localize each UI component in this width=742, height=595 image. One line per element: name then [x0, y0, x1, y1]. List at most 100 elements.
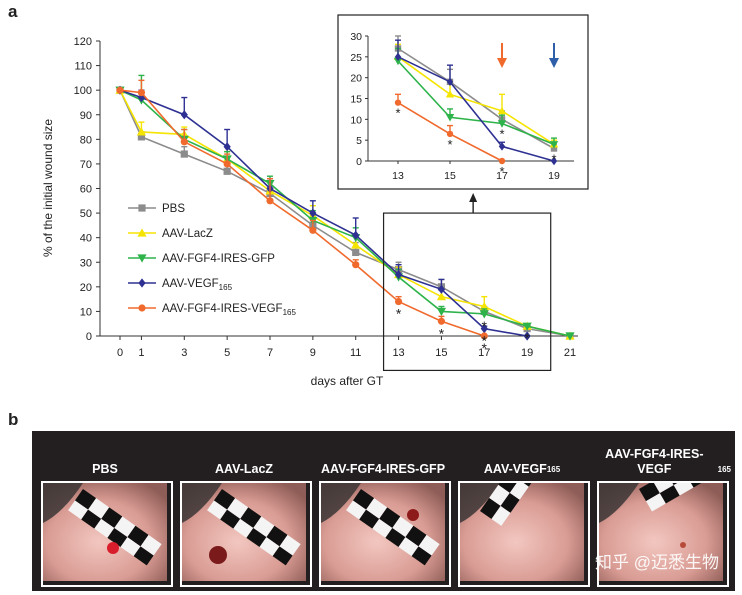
series-aav-vegf165-point	[352, 230, 360, 240]
y-tick-label: 30	[80, 257, 92, 269]
panel-letter-a: a	[8, 2, 18, 21]
series-aav-fgf4-ires-gfp-point	[479, 310, 489, 319]
series-aav-fgf4-ires-gfp-point	[565, 332, 575, 341]
x-tick-label: 17	[478, 347, 490, 359]
y-axis-title: % of the initial wound size	[41, 119, 55, 257]
inset-series-aav-vegf165-point	[550, 156, 558, 166]
inset-x-tick-label: 19	[548, 170, 560, 182]
inset-series-aav-vegf165-line	[397, 56, 555, 162]
inset-x-tick-label: 17	[496, 170, 508, 182]
photo-label: PBS	[35, 437, 175, 477]
series-pbs-point	[223, 167, 231, 175]
series-aav-vegf165-point	[523, 331, 531, 341]
photo-label-text: PBS	[92, 462, 118, 476]
inset-x-tick-label: 15	[444, 170, 456, 182]
y-tick-label: 50	[80, 208, 92, 220]
x-axis-title: days after GT	[311, 374, 384, 388]
photo-label-subscript: 165	[546, 465, 561, 474]
photo-column: AAV-LacZ	[174, 431, 314, 591]
inset-arrow-head	[549, 58, 559, 68]
inset-series-aav-fgf4-ires-gfp-point	[549, 141, 559, 149]
series-aav-vegf165-point	[437, 284, 446, 294]
series-pbs-line	[119, 89, 571, 337]
photo-label-subscript: 165	[717, 465, 731, 474]
inset-series-aav-fgf4-ires-gfp-point	[497, 120, 507, 128]
series-aav-fgf4-ires-vegf165-point	[223, 160, 231, 168]
photo-column: PBS	[35, 431, 175, 591]
significance-asterisk: *	[482, 318, 488, 334]
series-aav-fgf4-ires-vegf165-series	[116, 79, 488, 340]
x-tick-label: 13	[392, 347, 404, 359]
x-tick-label: 9	[310, 347, 316, 359]
inset-frame	[337, 14, 589, 190]
inset-significance-asterisk: *	[395, 106, 400, 121]
series-aav-fgf4-ires-vegf165-point	[394, 297, 403, 306]
series-aav-fgf4-ires-vegf165-point	[266, 197, 274, 205]
inset-y-tick-label: 15	[350, 94, 362, 106]
inset-series-aav-fgf4-ires-gfp-line	[397, 60, 555, 146]
y-tick-label: 60	[80, 184, 92, 196]
photo-label-text: AAV-FGF4-IRES-VEGF	[605, 447, 704, 476]
series-aav-fgf4-ires-vegf165-line	[119, 89, 485, 337]
legend-swatch-marker	[138, 204, 146, 212]
significance-asterisk: *	[524, 330, 530, 346]
x-tick-label: 7	[267, 347, 273, 359]
legend-label: PBS	[162, 203, 185, 215]
inset-y-tick-label: 0	[356, 156, 362, 168]
inset-significance-asterisk: *	[499, 164, 504, 179]
wound-photo	[180, 481, 312, 587]
inset-series-aav-fgf4-ires-vegf165-series	[394, 93, 506, 165]
series-aav-lacz-point	[136, 127, 147, 136]
series-aav-fgf4-ires-vegf165-point	[116, 86, 124, 94]
photo-column: AAV-FGF4-IRES-GFP	[313, 431, 453, 591]
wound-photo	[458, 481, 590, 587]
photo-panel: PBS AAV-LacZ AAV-FGF4-IRES-GFP AAV-	[32, 431, 735, 591]
y-tick-label: 80	[80, 134, 92, 146]
watermark: 知乎 @迈悉生物	[595, 548, 719, 573]
inset-series-aav-vegf165-point	[446, 77, 454, 87]
significance-asterisk: *	[482, 340, 488, 356]
y-tick-label: 40	[80, 233, 92, 245]
photo-column: AAV-VEGF 165	[452, 431, 592, 591]
series-aav-lacz-point	[351, 240, 361, 249]
x-tick-label: 21	[564, 347, 576, 359]
legend: PBS AAV-LacZ AAV-FGF4-IRES-GFP AAV-VEGF165 A…	[128, 203, 296, 317]
series-aav-fgf4-ires-gfp-point	[522, 322, 532, 331]
x-tick-label: 1	[138, 347, 144, 359]
photo-label: AAV-FGF4-IRES-VEGF 165	[591, 437, 731, 477]
significance-asterisk: *	[482, 333, 488, 349]
legend-swatch-marker	[138, 278, 146, 288]
legend-swatch-marker	[137, 228, 147, 237]
inset-series-aav-lacz-line	[397, 56, 555, 146]
y-tick-label: 10	[80, 306, 92, 318]
legend-label-subscript: 165	[283, 308, 297, 317]
y-tick-label: 0	[86, 331, 92, 343]
inset-y-tick-label: 25	[350, 52, 362, 64]
zoom-region-box	[382, 212, 552, 372]
photo-label-text: AAV-LacZ	[214, 462, 274, 476]
series-aav-vegf165-point	[180, 110, 188, 120]
series-aav-fgf4-ires-gfp-point	[436, 307, 447, 317]
x-tick-label: 19	[521, 347, 533, 359]
inset-series-aav-fgf4-ires-gfp-series	[393, 47, 559, 149]
series-aav-vegf165-point	[309, 208, 317, 218]
inset-significance-asterisk: *	[551, 152, 556, 167]
series-aav-fgf4-ires-vegf165-point	[480, 332, 488, 340]
x-tick-label: 0	[117, 347, 123, 359]
photo-column: AAV-FGF4-IRES-VEGF 165	[591, 431, 731, 591]
x-tick-label: 3	[181, 347, 187, 359]
wound-photo	[319, 481, 451, 587]
inset-series-aav-vegf165-point	[498, 142, 506, 151]
legend-label-subscript: 165	[219, 283, 233, 292]
series-aav-lacz-point	[479, 301, 489, 311]
y-tick-label: 20	[80, 282, 92, 294]
y-tick-label: 120	[74, 36, 92, 48]
y-tick-label: 70	[80, 159, 92, 171]
series-pbs-point	[137, 133, 146, 141]
series-aav-fgf4-ires-vegf165-point	[137, 89, 146, 97]
inset-series-aav-fgf4-ires-vegf165-point	[394, 99, 402, 106]
y-tick-label: 90	[80, 110, 92, 122]
wound-photo	[597, 481, 729, 587]
zoom-arrow-head	[469, 193, 478, 202]
photo-label-text: AAV-FGF4-IRES-GFP	[320, 462, 446, 476]
